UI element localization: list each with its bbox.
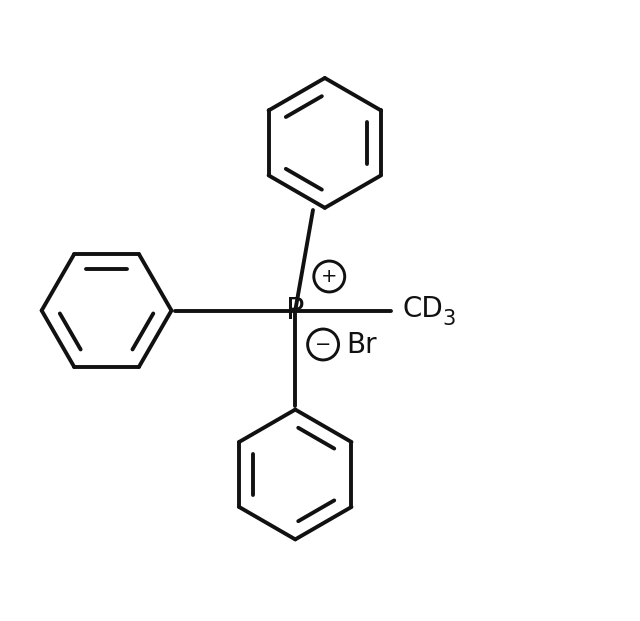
Text: 3: 3 (442, 309, 456, 329)
Text: +: + (321, 267, 337, 286)
Text: Br: Br (346, 330, 376, 358)
Text: P: P (286, 296, 305, 325)
Text: −: − (315, 335, 332, 354)
Text: CD: CD (402, 295, 443, 324)
